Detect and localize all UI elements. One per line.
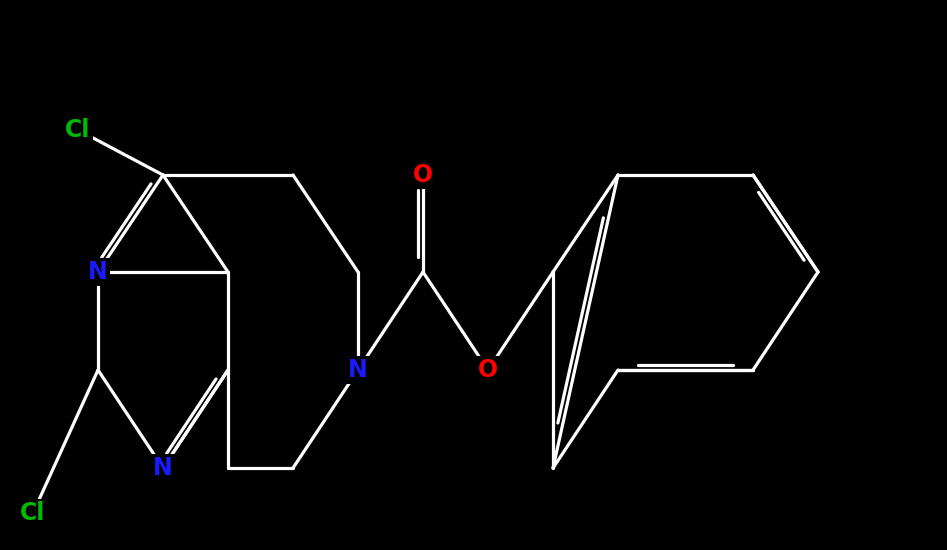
Text: O: O (478, 358, 498, 382)
Text: Cl: Cl (20, 501, 45, 525)
Text: N: N (88, 260, 108, 284)
Text: N: N (348, 358, 367, 382)
Text: O: O (413, 163, 433, 187)
Text: Cl: Cl (65, 118, 91, 142)
Text: N: N (153, 456, 173, 480)
